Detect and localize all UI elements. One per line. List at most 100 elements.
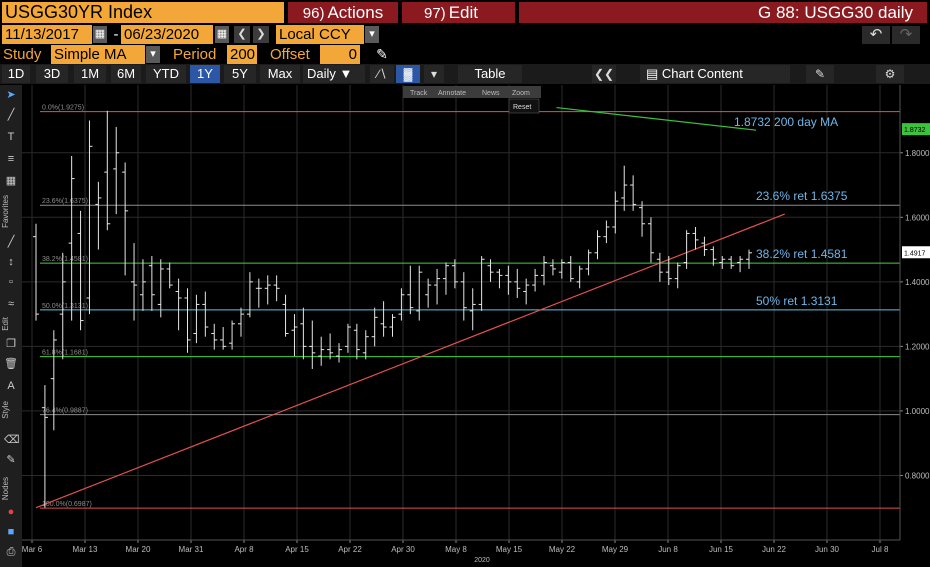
delete-tool-icon[interactable]: 🗑	[4, 358, 18, 370]
annotation-label: 1.8732 200 day MA	[734, 115, 838, 129]
draw-line-icon[interactable]: ╱	[7, 109, 15, 121]
ohlc-bar	[416, 265, 423, 321]
rectangle-tool-icon[interactable]: ▫	[9, 276, 13, 288]
chart-type-dropdown-icon[interactable]: ▾	[424, 65, 444, 83]
window-title: G 88: USGG30 daily	[519, 2, 927, 23]
period-tab-6m[interactable]: 6M	[111, 65, 141, 83]
style-section-label: Style	[1, 401, 10, 419]
end-date-field[interactable]: 06/23/2020	[121, 25, 213, 44]
eraser-tool-icon[interactable]: ⌫	[4, 434, 20, 446]
prev-arrow-icon[interactable]: ❮	[234, 26, 250, 43]
ticker-field[interactable]: USGG30YR Index	[2, 2, 284, 23]
edit-menu[interactable]: 97) Edit	[402, 2, 515, 23]
actions-menu-number: 96)	[302, 5, 325, 22]
undo-icon[interactable]: ↶	[862, 26, 890, 44]
chart-content-button[interactable]: ▤ Chart Content	[640, 65, 790, 83]
ohlc-bar	[104, 110, 111, 231]
start-calendar-icon[interactable]: ▦	[93, 26, 107, 43]
ohlc-bar	[211, 323, 218, 350]
chart-mini-toolbar: Track Annotate News Zoom Reset	[403, 86, 541, 114]
ohlc-bar	[487, 259, 494, 282]
top-bar: USGG30YR Index 96) Actions 97) Edit G 88: …	[0, 0, 930, 24]
actions-menu[interactable]: 96) Actions	[288, 2, 398, 23]
edit-menu-number: 97)	[424, 5, 446, 22]
track-button[interactable]: Track	[410, 90, 428, 97]
ohlc-bar	[309, 320, 316, 369]
fib-label: 23.6%(1.6375)	[42, 198, 88, 205]
annotation-label: 23.6% ret 1.6375	[756, 189, 848, 203]
chart-toolbar: 1D 3D 1M 6M YTD 1Y 5Y Max Daily ▼ ∕∖ ▓ ▾…	[0, 64, 930, 84]
ohlc-bar	[558, 259, 565, 279]
zoom-button[interactable]: Zoom	[512, 90, 530, 97]
ohlc-bar	[674, 262, 681, 289]
price-chart[interactable]: 0.0%(1.9275) 23.6%(1.6375) 38.2%(1.4581) 50…	[22, 85, 930, 567]
annotate-button[interactable]: Annotate	[438, 90, 466, 97]
currency-dropdown-icon[interactable]: ▾	[365, 26, 379, 43]
ohlc-bar	[33, 223, 39, 321]
gear-icon[interactable]: ⚙	[876, 65, 904, 83]
copy-tool-icon[interactable]: ❐	[6, 338, 16, 350]
ohlc-bar	[576, 265, 583, 289]
ohlc-bar	[532, 268, 539, 292]
x-tick-label: Apr 22	[338, 545, 362, 554]
edit-chart-icon[interactable]: ✎	[806, 65, 834, 83]
next-arrow-icon[interactable]: ❯	[253, 26, 269, 43]
y-tick-label: 1.6000	[905, 213, 930, 222]
chart-content-icon: ▤	[646, 66, 659, 81]
study-label: Study	[3, 46, 42, 63]
period-tab-3d[interactable]: 3D	[36, 65, 68, 83]
x-year-label: 2020	[474, 557, 490, 564]
frequency-select[interactable]: Daily ▼	[303, 65, 365, 83]
x-tick-label: Mar 31	[179, 545, 204, 554]
measure-tool-icon[interactable]: ↕	[8, 256, 14, 268]
period-tab-1y[interactable]: 1Y	[190, 65, 220, 83]
pointer-icon[interactable]: ➤	[6, 89, 16, 101]
y-tick-label: 0.8000	[905, 471, 930, 480]
bar-chart-icon[interactable]: ▓	[396, 65, 420, 83]
study-select[interactable]: Simple MA	[51, 45, 145, 64]
fib-tool-icon[interactable]: ≡	[7, 153, 15, 165]
ohlc-bar	[166, 262, 173, 289]
ohlc-bar	[122, 162, 129, 276]
reset-button-label: Reset	[513, 104, 531, 111]
reset-button[interactable]	[508, 98, 540, 114]
x-tick-label: May 29	[602, 545, 629, 554]
collapse-left-icon[interactable]: ❮❮	[592, 65, 616, 83]
x-tick-label: Mar 6	[22, 545, 43, 554]
pencil-icon[interactable]: ✎	[376, 46, 388, 62]
news-button[interactable]: News	[482, 90, 500, 97]
mini-toolbar-background	[403, 86, 541, 98]
record-icon[interactable]: ●	[7, 506, 15, 518]
ray-tool-icon[interactable]: ╱	[7, 236, 15, 248]
brush-tool-icon[interactable]: ✎	[6, 454, 16, 466]
ohlc-bar	[175, 278, 182, 331]
period-tab-5y[interactable]: 5Y	[224, 65, 256, 83]
print-icon[interactable]: ⎙	[6, 546, 16, 558]
fib-label: 61.8%(1.1681)	[42, 350, 88, 357]
fib-label: 38.2%(1.4581)	[42, 256, 88, 263]
y-tick-label: 1.0000	[905, 407, 930, 416]
start-date-field[interactable]: 11/13/2017	[2, 25, 92, 44]
channel-tool-icon[interactable]: ▦	[5, 175, 17, 187]
ohlc-bar	[273, 275, 280, 302]
end-calendar-icon[interactable]: ▦	[215, 26, 229, 43]
font-tool-icon[interactable]: A	[7, 380, 15, 392]
color-picker-icon[interactable]: ■	[7, 526, 15, 538]
period-tab-max[interactable]: Max	[260, 65, 300, 83]
text-tool-icon[interactable]: T	[7, 131, 15, 143]
period-tab-ytd[interactable]: YTD	[146, 65, 186, 83]
period-tab-1m[interactable]: 1M	[74, 65, 106, 83]
period-tab-1d[interactable]: 1D	[2, 65, 30, 83]
ohlc-bar	[300, 307, 307, 360]
currency-select[interactable]: Local CCY	[276, 25, 364, 44]
fib-label: 76.4%(0.9887)	[42, 408, 88, 415]
x-tick-label: Apr 30	[391, 545, 415, 554]
redo-icon[interactable]: ↷	[892, 26, 920, 44]
period-field[interactable]: 200	[227, 45, 257, 64]
study-dropdown-icon[interactable]: ▾	[146, 46, 160, 63]
ohlc-bar	[139, 259, 146, 311]
freehand-tool-icon[interactable]: ≈	[7, 298, 15, 310]
offset-field[interactable]: 0	[320, 45, 360, 64]
line-chart-icon[interactable]: ∕∖	[370, 65, 394, 83]
table-button[interactable]: Table	[458, 65, 522, 83]
